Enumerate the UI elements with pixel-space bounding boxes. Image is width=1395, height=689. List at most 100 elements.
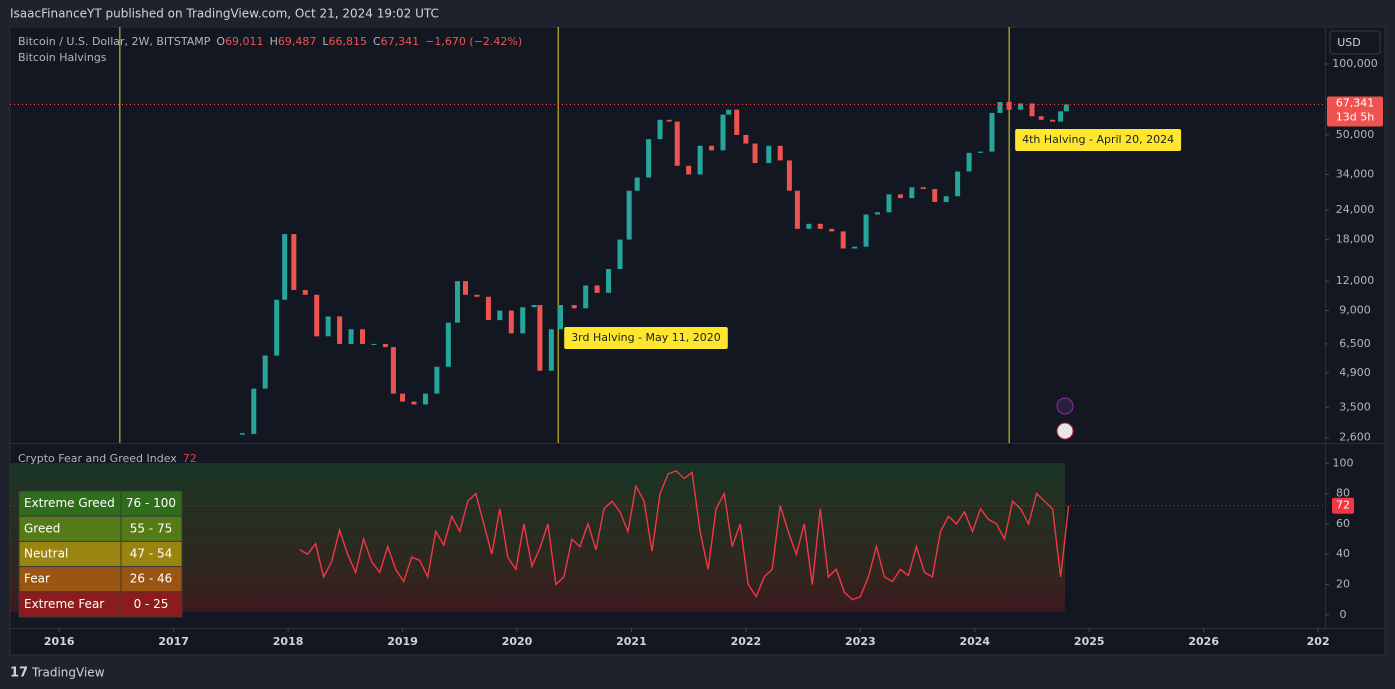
x-tick-label: 2020 <box>502 635 533 648</box>
candle <box>1050 119 1056 122</box>
candle <box>485 296 491 321</box>
event-icon[interactable] <box>1056 397 1074 415</box>
candle <box>709 145 715 151</box>
candle <box>829 228 835 232</box>
candle <box>1063 104 1069 112</box>
candle <box>806 223 812 229</box>
candle <box>262 355 268 389</box>
candle <box>875 212 881 215</box>
candle <box>920 187 926 190</box>
indicator-value: 72 <box>183 452 197 465</box>
candle <box>337 316 343 344</box>
candle <box>852 246 858 249</box>
y-tick-label: 34,000 <box>1336 167 1375 180</box>
event-icon[interactable] <box>1056 422 1074 440</box>
candle <box>302 290 308 295</box>
zone-range: 76 - 100 <box>126 496 176 510</box>
annotation-label: 3rd Halving - May 11, 2020 <box>571 331 721 344</box>
ohlc-key: L <box>322 35 329 48</box>
annotation-label: 4th Halving - April 20, 2024 <box>1022 133 1174 146</box>
publisher: IsaacFinanceYT published on TradingView.… <box>10 7 439 21</box>
value-tag <box>1332 497 1354 514</box>
y-tick-label: 20 <box>1336 578 1350 591</box>
candle <box>943 196 949 202</box>
candle <box>557 305 563 330</box>
candle <box>497 310 503 321</box>
candle <box>274 299 280 356</box>
candle <box>548 329 554 371</box>
symbol-title: Bitcoin / U.S. Dollar, 2W, BITSTAMP <box>18 35 211 48</box>
candle <box>1006 101 1012 110</box>
candle <box>463 281 469 295</box>
value-tag-label: 72 <box>1336 499 1350 512</box>
brand: 𝟭𝟳 TradingView <box>10 666 105 681</box>
y-tick-label: 18,000 <box>1336 233 1375 246</box>
candle <box>400 393 406 402</box>
candle <box>454 281 460 323</box>
x-tick-label: 2019 <box>387 635 418 648</box>
zone-row <box>18 566 183 593</box>
x-tick-label: 2021 <box>616 635 647 648</box>
sentiment-background <box>10 463 1065 612</box>
y-tick-label: 0 <box>1340 608 1347 621</box>
candle <box>583 285 589 309</box>
y-tick-label: 100 <box>1333 456 1354 469</box>
candle <box>445 322 451 367</box>
candle <box>794 190 800 229</box>
candle <box>291 234 297 291</box>
halving-annotation: 3rd Halving - May 11, 2020 <box>564 327 728 349</box>
candle <box>520 307 526 334</box>
candle <box>840 231 846 249</box>
candle <box>382 343 388 348</box>
candle <box>909 187 915 199</box>
y-tick-label: 3,500 <box>1339 400 1371 413</box>
candle <box>897 194 903 199</box>
candle <box>411 401 417 405</box>
ohlc-value: 69,011 <box>225 35 264 48</box>
ohlc-key: H <box>270 35 278 48</box>
y-tick-label: 50,000 <box>1336 128 1375 141</box>
candle <box>251 388 257 434</box>
candle <box>1029 103 1035 117</box>
currency-button[interactable] <box>1329 30 1381 55</box>
overlay-title: Bitcoin Halvings <box>18 51 107 64</box>
zone-row <box>18 490 183 517</box>
ohlc-key: C <box>373 35 381 48</box>
zone-name: Neutral <box>24 547 68 561</box>
indicator-legend: Crypto Fear and Greed Index 72 <box>18 452 197 465</box>
candle <box>978 151 984 153</box>
candle <box>686 165 692 175</box>
zone-name: Fear <box>24 572 50 586</box>
candle <box>743 134 749 144</box>
candle <box>932 189 938 202</box>
y-tick-label: 9,000 <box>1339 304 1371 317</box>
candle <box>997 101 1003 113</box>
brand-logo: 𝟭𝟳 <box>10 666 28 681</box>
candle <box>359 329 365 344</box>
candle <box>1018 103 1024 110</box>
y-tick-label: 40 <box>1336 547 1350 560</box>
candle <box>752 143 758 164</box>
zone-name: Extreme Fear <box>24 597 104 611</box>
x-tick-label: 2016 <box>44 635 75 648</box>
sentiment-line <box>299 470 1070 601</box>
y-tick-label: 60 <box>1336 517 1350 530</box>
candle <box>720 114 726 151</box>
zone-range: 55 - 75 <box>130 521 173 535</box>
currency-label[interactable]: USD <box>1337 36 1361 49</box>
ohlc-value: 69,487 <box>278 35 317 48</box>
x-tick-label: 2023 <box>845 635 876 648</box>
candle <box>786 160 792 191</box>
zone-name: Greed <box>24 521 60 535</box>
symbol-legend: Bitcoin / U.S. Dollar, 2W, BITSTAMP O69,0… <box>18 35 522 48</box>
x-tick-label: 202 <box>1307 635 1330 648</box>
candle <box>657 119 663 140</box>
annotation-box <box>564 327 728 349</box>
zone-range: 47 - 54 <box>130 547 173 561</box>
y-tick-label: 12,000 <box>1336 274 1375 287</box>
candle <box>474 294 480 297</box>
ohlc-value: 66,815 <box>328 35 367 48</box>
candle <box>955 171 961 197</box>
candle <box>989 112 995 152</box>
